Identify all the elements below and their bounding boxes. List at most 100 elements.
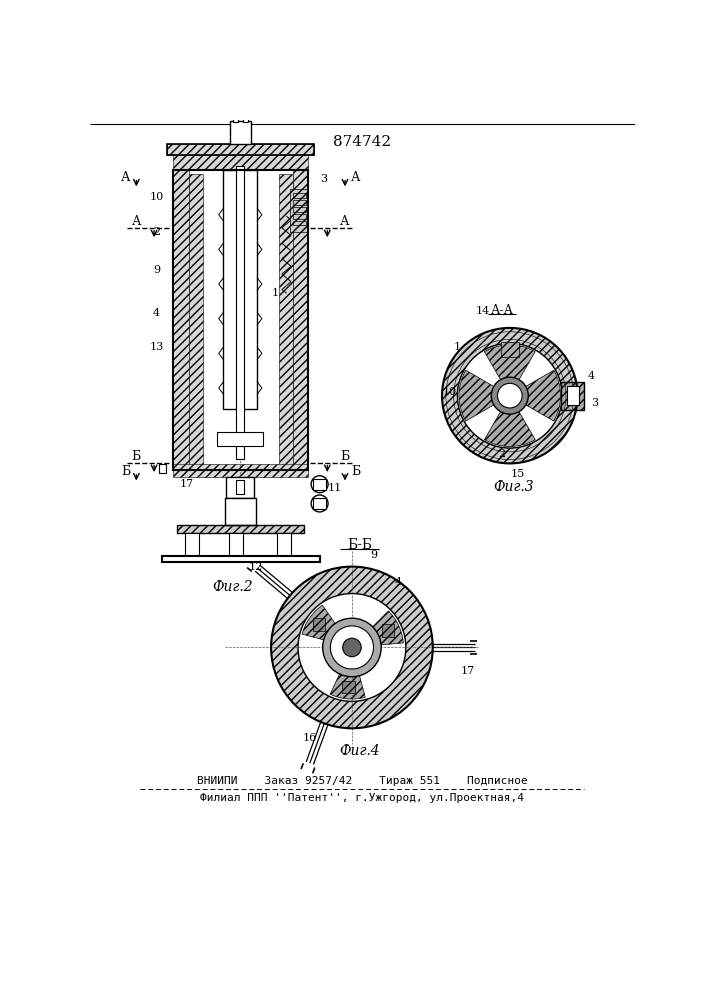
Bar bbox=[173, 170, 308, 470]
Bar bbox=[230, 121, 251, 144]
Bar bbox=[293, 214, 305, 219]
Text: Фиг.4: Фиг.4 bbox=[339, 744, 380, 758]
Circle shape bbox=[330, 626, 373, 669]
Bar bbox=[173, 464, 308, 477]
Text: 2: 2 bbox=[153, 227, 160, 237]
Bar bbox=[217, 432, 264, 446]
Text: 17: 17 bbox=[180, 479, 194, 489]
Text: 1: 1 bbox=[454, 342, 461, 352]
Bar bbox=[177, 525, 304, 533]
Circle shape bbox=[343, 638, 361, 657]
Text: 17: 17 bbox=[460, 666, 474, 676]
Text: 10: 10 bbox=[443, 387, 457, 397]
Bar bbox=[167, 144, 314, 155]
Text: 11: 11 bbox=[328, 483, 342, 493]
Text: 1: 1 bbox=[271, 288, 279, 298]
Text: 15: 15 bbox=[510, 469, 525, 479]
Bar bbox=[185, 533, 199, 556]
Text: 2: 2 bbox=[498, 449, 506, 459]
Text: 13: 13 bbox=[149, 342, 163, 352]
Wedge shape bbox=[484, 396, 535, 446]
Bar bbox=[342, 681, 355, 693]
Circle shape bbox=[322, 618, 381, 677]
Wedge shape bbox=[330, 647, 366, 699]
Bar bbox=[561, 382, 584, 410]
Bar bbox=[229, 533, 243, 556]
Circle shape bbox=[498, 383, 522, 408]
Wedge shape bbox=[484, 345, 535, 396]
Bar bbox=[226, 477, 240, 498]
Wedge shape bbox=[510, 370, 561, 421]
Circle shape bbox=[491, 377, 528, 414]
Text: Б: Б bbox=[121, 465, 130, 478]
Text: 9: 9 bbox=[153, 265, 160, 275]
Bar bbox=[313, 479, 326, 490]
Text: 12: 12 bbox=[249, 562, 263, 572]
Text: 874742: 874742 bbox=[333, 135, 391, 149]
Bar bbox=[243, 107, 248, 122]
Circle shape bbox=[457, 343, 562, 448]
Bar bbox=[236, 480, 244, 494]
Text: 4: 4 bbox=[588, 371, 595, 381]
Bar bbox=[173, 153, 308, 170]
Wedge shape bbox=[271, 567, 433, 728]
Wedge shape bbox=[442, 328, 578, 463]
Text: А-А: А-А bbox=[491, 304, 514, 317]
Text: Б: Б bbox=[351, 465, 361, 478]
Bar bbox=[240, 477, 254, 498]
Bar bbox=[160, 464, 165, 473]
Bar bbox=[223, 170, 257, 409]
Bar bbox=[167, 144, 314, 155]
Bar bbox=[293, 193, 305, 198]
Bar bbox=[293, 221, 305, 225]
Circle shape bbox=[311, 495, 328, 512]
Text: А: А bbox=[351, 171, 361, 184]
Bar bbox=[232, 105, 240, 109]
Bar bbox=[177, 525, 304, 533]
Bar bbox=[236, 166, 244, 459]
Text: А: А bbox=[340, 215, 350, 228]
Text: Б-Б: Б-Б bbox=[347, 538, 372, 552]
Text: Б: Б bbox=[340, 450, 350, 463]
Bar bbox=[293, 200, 305, 205]
Text: 10: 10 bbox=[149, 192, 163, 202]
Text: Фиг.3: Фиг.3 bbox=[493, 480, 534, 494]
Bar bbox=[279, 174, 293, 466]
Bar bbox=[189, 174, 203, 466]
Bar bbox=[173, 170, 189, 470]
Text: ВНИИПИ    Заказ 9257/42    Тираж 551    Подписное: ВНИИПИ Заказ 9257/42 Тираж 551 Подписное bbox=[197, 776, 527, 786]
Text: 4: 4 bbox=[153, 308, 160, 318]
Bar bbox=[233, 107, 238, 122]
Text: Филиал ППП ''Патент'', г.Ужгород, ул.Проектная,4: Филиал ППП ''Патент'', г.Ужгород, ул.Про… bbox=[200, 793, 524, 803]
Circle shape bbox=[298, 594, 406, 701]
Text: 16: 16 bbox=[303, 733, 317, 743]
Bar bbox=[561, 382, 584, 410]
Wedge shape bbox=[459, 370, 510, 421]
Wedge shape bbox=[352, 611, 403, 647]
Bar bbox=[293, 170, 308, 470]
Text: 3: 3 bbox=[591, 398, 598, 408]
Bar bbox=[291, 189, 308, 232]
Bar bbox=[501, 342, 519, 357]
Bar bbox=[225, 498, 256, 525]
Bar bbox=[162, 556, 320, 562]
Bar bbox=[293, 207, 305, 212]
Bar bbox=[382, 624, 395, 637]
Text: Б: Б bbox=[132, 450, 141, 463]
Text: 4: 4 bbox=[395, 577, 402, 587]
Text: Фиг.2: Фиг.2 bbox=[212, 580, 253, 594]
Text: А: А bbox=[132, 215, 141, 228]
Bar bbox=[313, 498, 326, 509]
Bar bbox=[277, 533, 291, 556]
Bar bbox=[313, 618, 325, 631]
Wedge shape bbox=[302, 605, 352, 647]
Text: 9: 9 bbox=[503, 395, 510, 405]
Text: 14: 14 bbox=[476, 306, 490, 316]
Text: А: А bbox=[121, 171, 130, 184]
Bar bbox=[567, 386, 579, 405]
Circle shape bbox=[311, 476, 328, 493]
Bar bbox=[242, 105, 250, 109]
Text: 3: 3 bbox=[320, 174, 327, 184]
Bar bbox=[226, 477, 254, 498]
Bar bbox=[217, 432, 264, 446]
